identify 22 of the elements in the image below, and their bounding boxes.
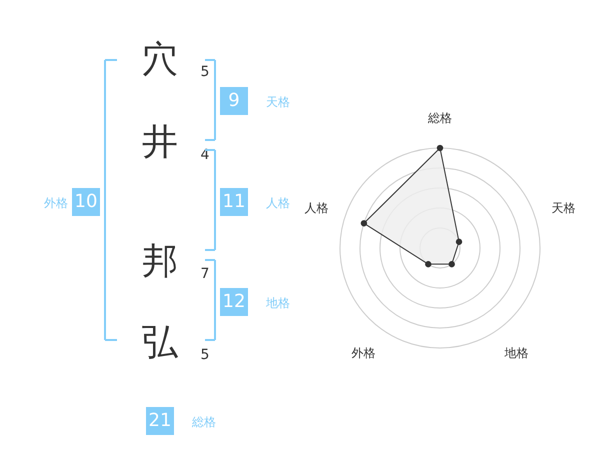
category-label: 穴 (142, 39, 178, 80)
text: 外格 (44, 196, 68, 210)
spoke-label: 地格 (503, 346, 528, 360)
text: 天格 (266, 95, 290, 109)
data-label: 5 (200, 64, 210, 80)
text: 12 (222, 291, 246, 312)
category-label: 邦 (142, 241, 178, 282)
text: 総格 (191, 415, 216, 429)
text: 10 (74, 191, 98, 212)
spoke-label: 外格 (352, 346, 376, 360)
text: 地格 (265, 296, 290, 310)
spoke-label: 人格 (304, 200, 328, 215)
data-label: 5 (200, 347, 210, 363)
data-label: 7 (200, 266, 210, 282)
category-label: 井 (142, 122, 178, 163)
category-label: 弘 (142, 322, 179, 363)
text: 人格 (266, 196, 290, 210)
text: 11 (222, 191, 246, 212)
text: 21 (148, 410, 172, 431)
spoke-label: 天格 (552, 200, 576, 215)
spoke-label: 総格 (427, 111, 452, 125)
text: 9 (228, 90, 240, 111)
